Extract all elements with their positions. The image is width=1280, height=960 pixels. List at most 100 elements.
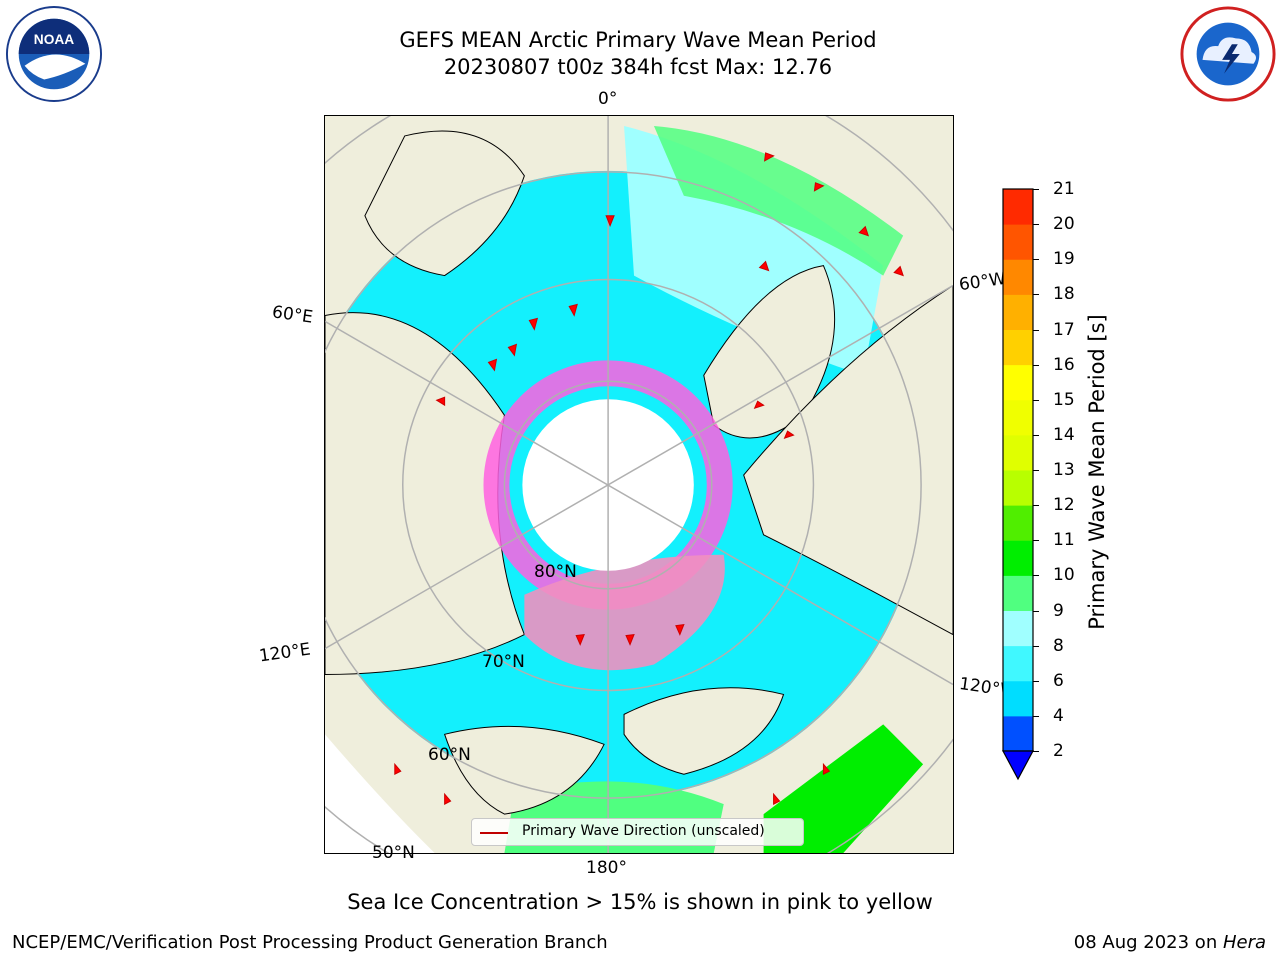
wave-arrow	[813, 182, 825, 192]
colorbar-segment	[1003, 364, 1033, 401]
colorbar-tick-mark	[1033, 224, 1039, 226]
legend-arrow-line	[480, 832, 508, 834]
wave-arrow	[822, 762, 831, 776]
wave-arrow	[575, 633, 585, 646]
chart-subtitle: 20230807 t00z 384h fcst Max: 12.76	[443, 55, 833, 79]
colorbar-tick-label: 18	[1053, 284, 1075, 305]
colorbar-tick-label: 21	[1053, 179, 1075, 199]
colorbar-segment	[1003, 399, 1033, 436]
wave-arrow	[435, 396, 446, 407]
wave-arrow	[507, 343, 518, 357]
wave-arrow	[625, 633, 635, 646]
lat-label-60n: 60°N	[428, 745, 471, 765]
colorbar-segment	[1003, 610, 1033, 647]
noaa-logo: NOAA	[5, 5, 103, 103]
colorbar-tick-mark	[1033, 399, 1039, 401]
colorbar-tick-mark	[1033, 610, 1039, 612]
lon-label-0: 0°	[598, 89, 618, 109]
colorbar-segment	[1003, 189, 1033, 225]
colorbar-tick-label: 20	[1053, 214, 1075, 235]
footer-date: 08 Aug 2023 on Hera	[1074, 932, 1266, 953]
land-scandinavia	[364, 130, 525, 277]
lat-label-70n: 70°N	[482, 652, 525, 672]
lon-label-180: 180°	[586, 858, 627, 878]
colorbar-tick-label: 15	[1053, 389, 1075, 410]
colorbar-tick-label: 9	[1053, 600, 1064, 621]
colorbar-tick-label: 13	[1053, 460, 1075, 480]
footer-machine: Hera	[1222, 932, 1266, 953]
colorbar-tick-label: 4	[1053, 705, 1064, 726]
wave-arrow	[893, 265, 904, 277]
colorbar-tick-label: 11	[1053, 530, 1075, 551]
colorbar-segment	[1003, 224, 1033, 260]
colorbar-segment	[1003, 540, 1033, 576]
wave-arrow	[763, 152, 775, 162]
colorbar-tick-mark	[1033, 434, 1039, 436]
footer-date-text: 08 Aug 2023 on	[1073, 932, 1223, 953]
wave-arrow	[858, 225, 870, 237]
land-alaska	[623, 687, 785, 775]
colorbar-tick-mark	[1033, 259, 1039, 261]
wave-arrow	[605, 215, 615, 228]
wave-arrow	[568, 303, 578, 317]
wave-arrow	[394, 762, 402, 776]
colorbar-tick-label: 12	[1053, 495, 1075, 516]
arctic-wave-period-map	[324, 115, 954, 854]
colorbar-tick-mark	[1033, 364, 1039, 366]
wave-arrow	[753, 400, 765, 410]
colorbar-tick-mark	[1033, 680, 1039, 682]
colorbar-tick-mark	[1033, 751, 1039, 752]
colorbar-segment	[1003, 434, 1033, 471]
wave-arrow	[675, 624, 685, 636]
wave-arrow	[487, 358, 498, 372]
chart-title: GEFS MEAN Arctic Primary Wave Mean Perio…	[399, 28, 877, 52]
wave-arrow	[783, 430, 795, 439]
nws-logo	[1180, 6, 1276, 102]
colorbar	[1001, 188, 1035, 781]
meridian-120e-60w	[325, 284, 953, 650]
colorbar-extend-min	[1001, 750, 1035, 781]
sea-ice-note: Sea Ice Concentration > 15% is shown in …	[347, 890, 933, 914]
colorbar-tick-label: 6	[1053, 670, 1064, 691]
colorbar-tick-label: 16	[1053, 354, 1075, 375]
colorbar-tick-mark	[1033, 505, 1039, 507]
colorbar-tick-mark	[1033, 540, 1039, 542]
colorbar-segment	[1003, 294, 1033, 330]
colorbar-segment	[1003, 470, 1033, 506]
wave-arrow	[758, 260, 770, 272]
colorbar-tick-mark	[1033, 715, 1039, 717]
colorbar-tick-label: 17	[1053, 319, 1075, 340]
map-legend: Primary Wave Direction (unscaled)	[471, 818, 804, 846]
wave-arrow	[528, 317, 539, 331]
colorbar-tick-mark	[1033, 329, 1039, 331]
colorbar-tick-mark	[1033, 575, 1039, 577]
land-chukotka	[443, 725, 605, 815]
colorbar-segment	[1003, 680, 1033, 717]
projection-edge-bottom-left	[325, 734, 435, 853]
colorbar-tick-label: 2	[1053, 741, 1064, 761]
colorbar-segment	[1003, 329, 1033, 366]
colorbar-tick-label: 10	[1053, 565, 1075, 586]
legend-label: Primary Wave Direction (unscaled)	[522, 823, 765, 839]
colorbar-tick-label: 19	[1053, 249, 1075, 270]
meridian-60e-120w	[325, 320, 953, 686]
footer-branch: NCEP/EMC/Verification Post Processing Pr…	[12, 932, 608, 953]
lon-label-60e: 60°E	[270, 302, 315, 328]
lon-label-120e: 120°E	[257, 639, 312, 667]
colorbar-tick-label: 14	[1053, 424, 1075, 445]
lat-label-80n: 80°N	[534, 562, 577, 582]
colorbar-segment	[1003, 715, 1033, 752]
colorbar-segment	[1003, 645, 1033, 682]
noaa-logo-text: NOAA	[34, 32, 74, 47]
colorbar-segment	[1003, 259, 1033, 295]
colorbar-tick-label: 8	[1053, 635, 1064, 656]
colorbar-segment	[1003, 575, 1033, 611]
wave-arrow	[773, 792, 781, 805]
wave-band-green-north	[653, 125, 904, 276]
colorbar-tick-mark	[1033, 645, 1039, 647]
colorbar-tick-mark	[1033, 470, 1039, 471]
colorbar-segment	[1003, 505, 1033, 541]
wave-direction-arrows	[394, 152, 904, 805]
lat-label-50n: 50°N	[372, 843, 415, 863]
colorbar-tick-mark	[1033, 294, 1039, 296]
